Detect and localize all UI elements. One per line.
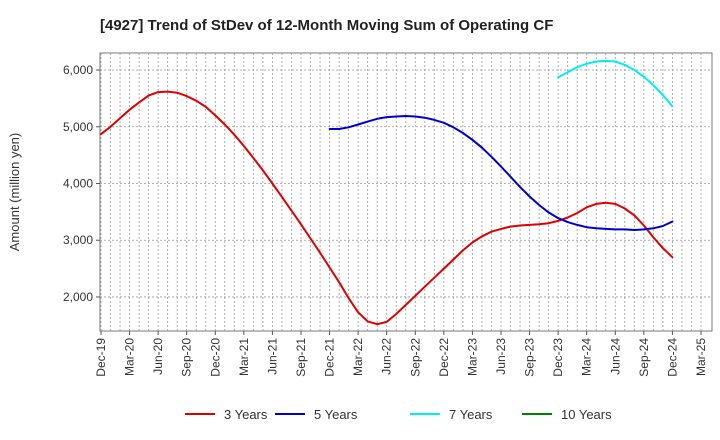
series-line-3-years [100,90,674,326]
y-axis-label: Amount (million yen) [7,133,22,252]
x-tick-label: Sep-22 [408,338,422,377]
legend-label: 5 Years [314,407,358,422]
series-line-7-years [557,59,674,108]
y-tick-label: 4,000 [63,176,93,190]
series-line-5-years [328,115,674,231]
legend: 3 Years 5 Years 7 Years 10 Years [185,407,612,422]
x-tick-label: Jun-24 [608,338,622,375]
x-tick-label: Mar-21 [237,338,251,376]
x-tick-label: Mar-20 [123,338,137,376]
x-tick-label: Jun-21 [265,338,279,375]
series-layer [100,59,674,326]
chart-title: [4927] Trend of StDev of 12-Month Moving… [100,17,553,34]
x-tick-label: Mar-24 [580,338,594,376]
x-tick-label: Dec-24 [665,338,679,377]
legend-label: 10 Years [561,407,612,422]
y-tick-label: 6,000 [63,63,93,77]
x-tick-label: Mar-25 [694,338,708,376]
legend-label: 3 Years [224,407,268,422]
x-tick-label: Jun-22 [380,338,394,375]
x-tick-label: Jun-23 [494,338,508,375]
plot-area [99,52,713,332]
y-tick-label: 5,000 [63,120,93,134]
x-tick-label: Sep-23 [523,338,537,377]
x-tick-label: Dec-20 [208,338,222,377]
x-tick-label: Sep-20 [180,338,194,377]
grid-layer [100,53,712,331]
x-tick-label: Dec-21 [323,338,337,377]
y-axis: 2,000 3,000 4,000 5,000 6,000 [63,63,100,304]
x-tick-label: Sep-21 [294,338,308,377]
x-tick-label: Dec-19 [94,338,108,377]
legend-label: 7 Years [449,407,493,422]
x-tick-label: Jun-20 [151,338,165,375]
x-tick-label: Mar-22 [351,338,365,376]
y-tick-label: 2,000 [63,290,93,304]
x-axis: Dec-19 Mar-20 Jun-20 Sep-20 Dec-20 Mar-21 Jun-… [94,331,708,377]
x-tick-label: Mar-23 [465,338,479,376]
y-tick-label: 3,000 [63,233,93,247]
x-tick-label: Dec-22 [437,338,451,377]
x-tick-label: Dec-23 [551,338,565,377]
x-tick-label: Sep-24 [637,338,651,377]
